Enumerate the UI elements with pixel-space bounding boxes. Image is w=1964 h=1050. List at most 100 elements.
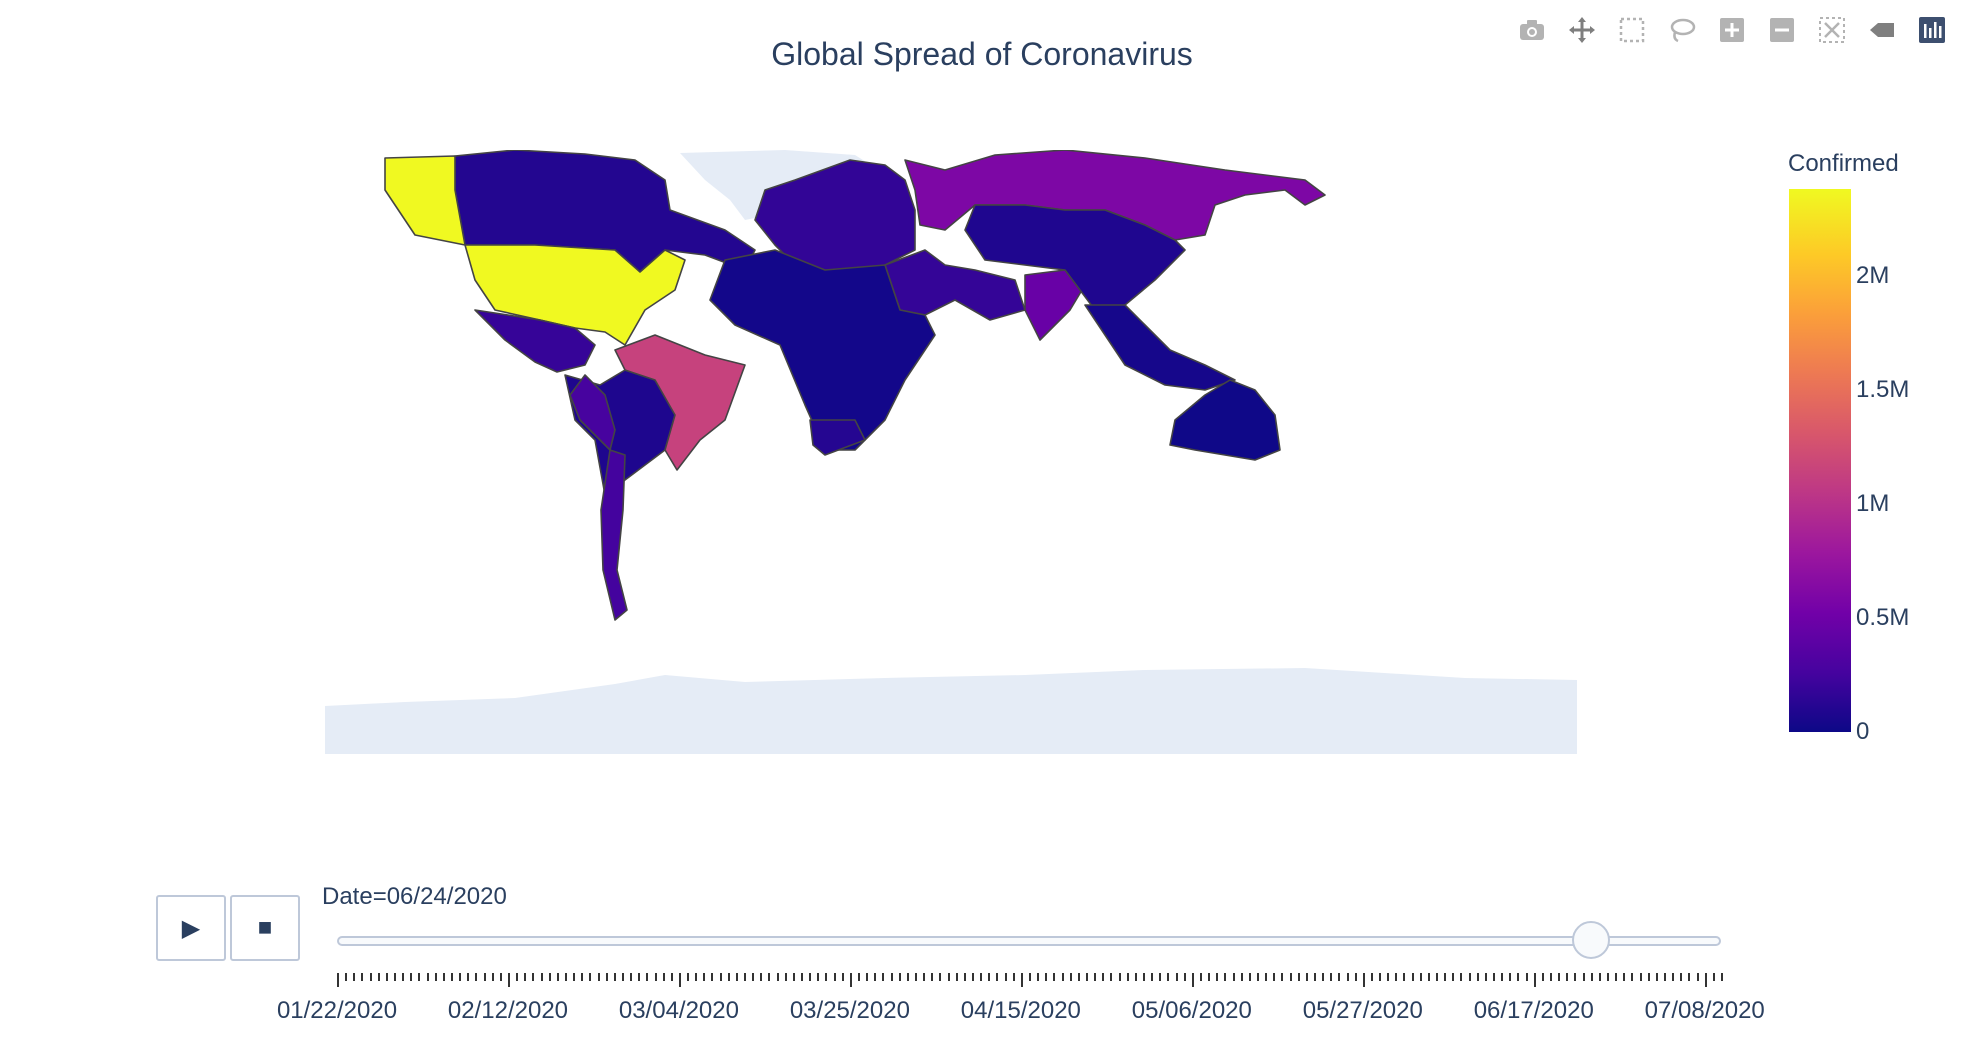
region-brazil[interactable] <box>614 334 746 471</box>
slider-ticks <box>337 973 1723 987</box>
chart-title: Global Spread of Coronavirus <box>771 36 1193 72</box>
slider-tick <box>719 973 722 981</box>
slider-tick <box>1313 973 1316 981</box>
slider-tick <box>711 973 714 981</box>
slider-tick <box>1020 973 1023 987</box>
slider-tick <box>581 973 584 981</box>
slider-tick <box>784 973 787 981</box>
region-antarctica <box>325 668 1577 754</box>
slider-tick <box>1037 973 1040 981</box>
region-australia[interactable] <box>1169 379 1281 461</box>
slider-tick <box>776 973 779 981</box>
slider-tick <box>499 973 502 981</box>
slider-tick <box>678 973 681 987</box>
slider-tick <box>1403 973 1406 981</box>
slider-tick <box>1623 973 1626 981</box>
slider-tick <box>1297 973 1300 981</box>
slider-tick <box>434 973 437 981</box>
slider-tick <box>931 973 934 981</box>
pan-icon[interactable] <box>1566 14 1598 46</box>
colorbar-title: Confirmed <box>1788 150 1899 177</box>
region-chile[interactable] <box>600 449 628 621</box>
autoscale-icon[interactable] <box>1816 14 1848 46</box>
slider-tick <box>540 973 543 981</box>
slider-tick <box>1387 973 1390 981</box>
lasso-icon[interactable] <box>1666 14 1698 46</box>
play-button[interactable]: ▶ <box>156 895 226 961</box>
slider-tick <box>955 973 958 981</box>
slider-tick <box>1647 973 1650 981</box>
slider-tick <box>516 973 519 981</box>
slider-tick-label: 01/22/2020 <box>276 997 398 1024</box>
region-usa[interactable] <box>384 155 686 346</box>
slider-tick <box>1484 973 1487 981</box>
choropleth-map[interactable] <box>325 150 1577 754</box>
slider-tick <box>1012 973 1015 981</box>
slider-tick <box>1191 973 1194 987</box>
slider-tick <box>353 973 356 981</box>
slider-tick <box>1501 973 1504 981</box>
camera-icon[interactable] <box>1516 14 1548 46</box>
box-select-icon[interactable] <box>1616 14 1648 46</box>
slider-tick <box>744 973 747 981</box>
region-russia[interactable] <box>904 150 1326 241</box>
hover-closest-icon[interactable] <box>1866 14 1898 46</box>
slider-tick <box>1045 973 1048 981</box>
slider-tick <box>670 973 673 981</box>
slider-tick <box>483 973 486 981</box>
slider-tick <box>1281 973 1284 981</box>
colorbar-tick-label: 1.5M <box>1856 375 1910 403</box>
slider-tick <box>1102 973 1105 981</box>
slider-tick-label: 03/04/2020 <box>618 997 739 1024</box>
zoom-out-icon[interactable] <box>1766 14 1798 46</box>
slider-tick-label: 03/25/2020 <box>789 997 910 1024</box>
slider-tick <box>646 973 649 981</box>
slider-tick <box>1362 973 1365 987</box>
slider-rail[interactable] <box>337 936 1721 946</box>
slider-tick <box>1379 973 1382 981</box>
slider-tick <box>1452 973 1455 981</box>
region-africa[interactable] <box>709 249 936 451</box>
slider-tick <box>1208 973 1211 981</box>
slider-tick <box>1419 973 1422 981</box>
region-southeast-asia[interactable] <box>1084 304 1236 391</box>
slider-tick <box>1183 973 1186 981</box>
slider-tick <box>980 973 983 981</box>
stop-button[interactable]: ■ <box>230 895 300 961</box>
slider-tick <box>1664 973 1666 981</box>
slider-tick <box>1224 973 1227 981</box>
slider-tick <box>532 973 535 981</box>
slider-tick-label: 02/12/2020 <box>447 997 569 1024</box>
slider-tick-label: 05/06/2020 <box>1131 997 1252 1024</box>
animation-controls: ▶ ■ <box>156 895 300 961</box>
slider-tick <box>1395 973 1398 981</box>
region-mexico[interactable] <box>474 309 596 373</box>
slider-handle[interactable] <box>1571 921 1610 959</box>
slider-tick <box>491 973 494 981</box>
slider-tick <box>825 973 828 981</box>
plotly-logo-icon[interactable] <box>1916 14 1948 46</box>
region-south-africa[interactable] <box>809 419 866 456</box>
slider-tick <box>1574 973 1577 981</box>
slider-tick <box>809 973 812 981</box>
slider-tick <box>418 973 421 981</box>
slider-tick <box>939 973 942 981</box>
slider-tick <box>450 973 453 981</box>
region-europe[interactable] <box>754 159 916 276</box>
slider-tick <box>1533 973 1536 987</box>
zoom-in-icon[interactable] <box>1716 14 1748 46</box>
slider-tick <box>630 973 633 981</box>
slider-tick <box>1688 973 1691 981</box>
slider-tick <box>564 973 567 981</box>
slider-tick <box>703 973 706 981</box>
slider-tick <box>613 973 616 981</box>
colorbar-tick-label: 1M <box>1856 489 1890 517</box>
slider-tick <box>442 973 445 981</box>
slider-tick <box>1411 973 1414 981</box>
slider-tick <box>874 973 877 981</box>
slider-tick <box>1476 973 1479 981</box>
slider-tick <box>1639 973 1642 981</box>
slider-tick <box>1029 973 1031 981</box>
region-china[interactable] <box>964 204 1186 311</box>
slider-tick <box>1126 973 1129 981</box>
